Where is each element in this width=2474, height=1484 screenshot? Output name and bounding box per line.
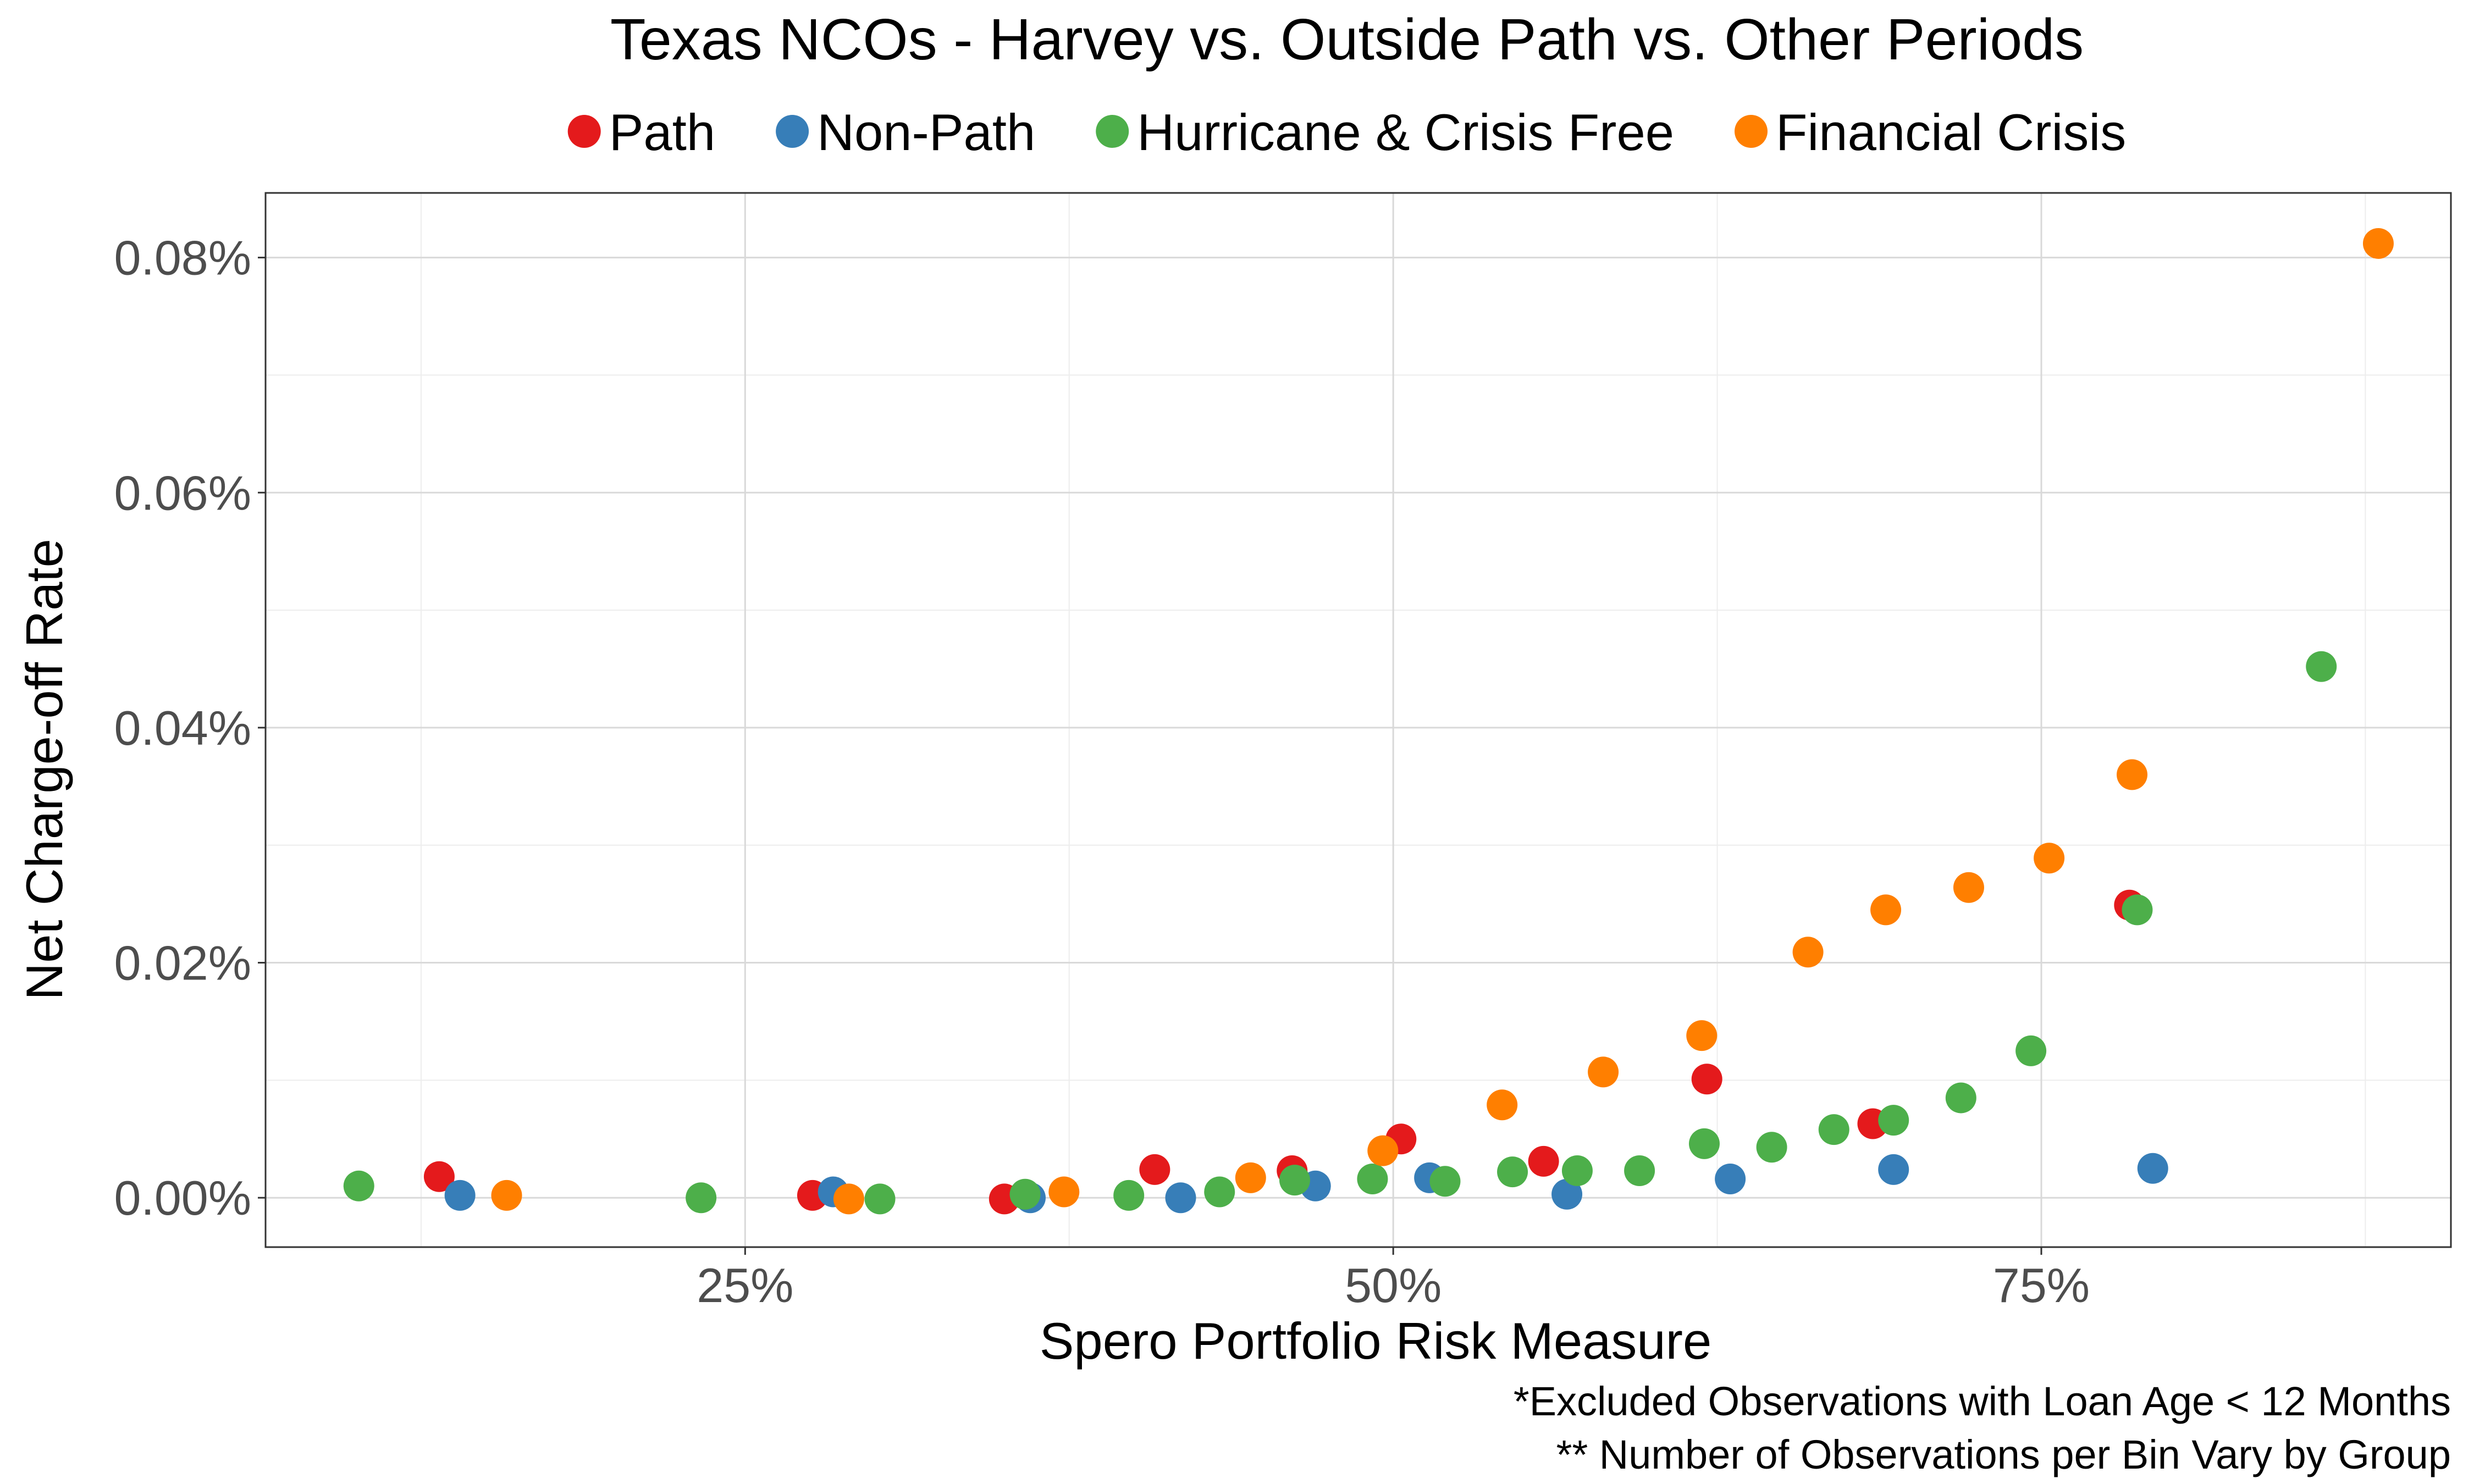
point-hurricane-crisis-free bbox=[1113, 1180, 1145, 1211]
point-hurricane-crisis-free bbox=[1945, 1082, 1976, 1114]
point-hurricane-crisis-free bbox=[1878, 1105, 1909, 1136]
chart-title: Texas NCOs - Harvey vs. Outside Path vs.… bbox=[610, 7, 2084, 72]
legend-label: Financial Crisis bbox=[1776, 103, 2126, 161]
point-financial-crisis bbox=[491, 1180, 522, 1211]
legend-key bbox=[1735, 115, 1768, 148]
point-financial-crisis bbox=[1367, 1135, 1399, 1166]
point-hurricane-crisis-free bbox=[1688, 1128, 1720, 1159]
point-hurricane-crisis-free bbox=[1756, 1132, 1787, 1163]
y-axis-title: Net Charge-off Rate bbox=[15, 539, 73, 1000]
point-financial-crisis bbox=[1588, 1056, 1619, 1088]
point-non-path bbox=[1551, 1178, 1583, 1210]
legend-item: Non-Path bbox=[776, 103, 1035, 161]
point-financial-crisis bbox=[833, 1183, 864, 1215]
legend: Path Non-Path Hurricane & Crisis Free Finan… bbox=[567, 103, 2126, 161]
y-tick-label: 0.02% bbox=[114, 936, 251, 990]
point-non-path bbox=[2137, 1153, 2168, 1184]
legend-key bbox=[776, 115, 809, 148]
point-path bbox=[423, 1161, 455, 1192]
point-financial-crisis bbox=[1792, 937, 1824, 968]
point-hurricane-crisis-free bbox=[864, 1183, 896, 1215]
point-financial-crisis bbox=[1235, 1162, 1266, 1193]
data-points bbox=[343, 228, 2394, 1215]
point-financial-crisis bbox=[1870, 894, 1902, 926]
point-financial-crisis bbox=[2117, 759, 2148, 790]
y-tick-label: 0.08% bbox=[114, 231, 251, 285]
point-hurricane-crisis-free bbox=[686, 1182, 717, 1214]
point-path bbox=[1528, 1145, 1559, 1177]
panel-border bbox=[264, 192, 2452, 1248]
point-path bbox=[1691, 1064, 1722, 1095]
y-tick-label: 0.04% bbox=[114, 701, 251, 755]
legend-item: Path bbox=[567, 103, 715, 161]
y-tick-label: 0.00% bbox=[114, 1171, 251, 1225]
point-non-path bbox=[1878, 1154, 1909, 1185]
legend-label: Non-Path bbox=[817, 103, 1035, 161]
point-hurricane-crisis-free bbox=[1009, 1178, 1041, 1210]
point-hurricane-crisis-free bbox=[1357, 1163, 1388, 1194]
point-financial-crisis bbox=[1487, 1089, 1518, 1121]
caption-line-2: ** Number of Observations per Bin Vary b… bbox=[1556, 1432, 2451, 1477]
y-tick-label: 0.06% bbox=[114, 466, 251, 520]
point-hurricane-crisis-free bbox=[1429, 1166, 1461, 1197]
point-hurricane-crisis-free bbox=[1818, 1114, 1849, 1145]
legend-key bbox=[1096, 115, 1129, 148]
point-hurricane-crisis-free bbox=[1624, 1155, 1655, 1187]
point-hurricane-crisis-free bbox=[2015, 1035, 2047, 1066]
point-non-path bbox=[1165, 1182, 1196, 1214]
legend-label: Hurricane & Crisis Free bbox=[1137, 103, 1674, 161]
legend-key bbox=[567, 115, 601, 148]
plot-area bbox=[264, 192, 2452, 1248]
x-tick-label: 75% bbox=[1993, 1258, 2090, 1313]
point-financial-crisis bbox=[1686, 1020, 1718, 1051]
point-hurricane-crisis-free bbox=[1497, 1156, 1528, 1188]
point-non-path bbox=[444, 1180, 476, 1211]
legend-item: Financial Crisis bbox=[1735, 103, 2126, 161]
legend-item: Hurricane & Crisis Free bbox=[1096, 103, 1674, 161]
point-financial-crisis bbox=[2362, 228, 2394, 259]
y-axis-ticks: 0.00% 0.02% 0.04% 0.06% 0.08% bbox=[114, 231, 266, 1225]
point-path bbox=[1139, 1154, 1170, 1185]
point-hurricane-crisis-free bbox=[1204, 1176, 1235, 1208]
point-financial-crisis bbox=[1048, 1176, 1080, 1208]
point-hurricane-crisis-free bbox=[2122, 894, 2153, 926]
gridlines bbox=[266, 193, 2451, 1247]
x-tick-label: 25% bbox=[697, 1258, 793, 1313]
point-hurricane-crisis-free bbox=[1279, 1165, 1310, 1196]
legend-label: Path bbox=[609, 103, 715, 161]
caption-line-1: *Excluded Observations with Loan Age < 1… bbox=[1514, 1378, 2451, 1424]
point-financial-crisis bbox=[1953, 872, 1984, 903]
point-hurricane-crisis-free bbox=[2306, 651, 2337, 682]
x-axis-title: Spero Portfolio Risk Measure bbox=[1040, 1312, 1712, 1370]
point-non-path bbox=[1715, 1163, 1746, 1194]
point-financial-crisis bbox=[2034, 843, 2065, 874]
x-tick-label: 50% bbox=[1345, 1258, 1442, 1313]
point-hurricane-crisis-free bbox=[1561, 1155, 1593, 1187]
point-hurricane-crisis-free bbox=[343, 1170, 374, 1201]
x-axis-ticks: 25% 50% 75% bbox=[697, 1247, 2090, 1313]
